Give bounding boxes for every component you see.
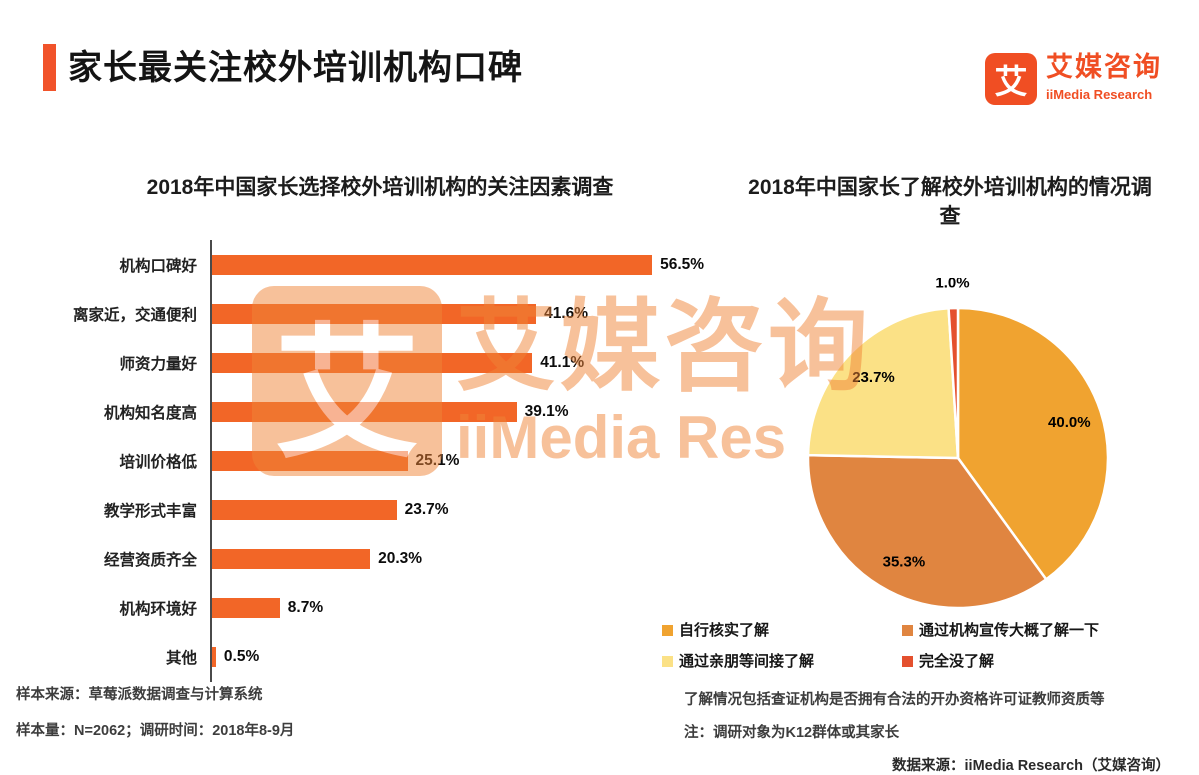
bar-track: 8.7% (210, 583, 710, 633)
bar-row: 离家近，交通便利 41.6% (30, 289, 710, 339)
bar-category-label: 离家近，交通便利 (72, 306, 197, 324)
bar-track: 39.1% (210, 387, 710, 437)
pie-slice (806, 306, 960, 460)
iimedia-logo: 艾 艾媒咨询 iiMedia Research (985, 52, 1162, 105)
legend-swatch (902, 625, 913, 636)
bar-row: 机构口碑好 56.5% (30, 240, 710, 290)
legend-label: 通过机构宣传大概了解一下 (919, 622, 1100, 639)
logo-brand-cn: 艾媒咨询 (1046, 52, 1162, 82)
pie-slice (806, 453, 1048, 610)
footnotes-left: 样本来源：草莓派数据调查与计算系统 样本量：N=2062；调研时间：2018年8… (16, 683, 294, 755)
bar-row: 机构知名度高 39.1% (30, 387, 710, 437)
bar-track: 41.6% (210, 289, 710, 339)
bar-value-label: 8.7% (287, 599, 324, 617)
bar-track: 41.1% (210, 338, 710, 388)
sample-source-note: 样本来源：草莓派数据调查与计算系统 (16, 687, 263, 703)
legend-item: 通过机构宣传大概了解一下 (902, 622, 1174, 640)
survey-detail-note: 了解情况包括查证机构是否拥有合法的开办资格许可证教师资质等 (684, 692, 1105, 708)
bar (212, 401, 517, 422)
bar-value-label: 20.3% (378, 550, 423, 568)
bar-value-label: 25.1% (415, 451, 460, 469)
footnotes-right: 了解情况包括查证机构是否拥有合法的开办资格许可证教师资质等 注：调研对象为K12… (684, 688, 1170, 775)
bar-track: 56.5% (210, 240, 710, 290)
pie-slice (947, 306, 960, 459)
bar-track: 23.7% (210, 485, 710, 535)
page-title: 家长最关注校外培训机构口碑 (68, 49, 523, 87)
bar (212, 303, 537, 324)
legend-item: 自行核实了解 (662, 622, 902, 640)
bar (212, 549, 371, 570)
pie-value-label: 40.0% (1048, 414, 1091, 431)
legend-swatch (902, 656, 913, 667)
bar (212, 450, 408, 471)
bar-row: 其他 0.5% (30, 632, 710, 682)
legend-swatch (662, 625, 673, 636)
legend-label: 自行核实了解 (679, 622, 770, 639)
pie-slice (956, 306, 1110, 582)
data-source-note: 数据来源：iiMedia Research（艾媒咨询） (892, 758, 1170, 774)
legend-label: 完全没了解 (919, 653, 995, 670)
bar-category-label: 培训价格低 (119, 453, 197, 471)
bar-category-label: 经营资质齐全 (103, 552, 197, 570)
bar (212, 647, 216, 668)
pie-svg: 40.0% 35.3% 23.7% 1.0% (806, 278, 1110, 610)
bar-category-label: 机构环境好 (119, 601, 197, 619)
title-accent-bar (43, 44, 56, 91)
iimedia-logo-icon: 艾 (985, 53, 1037, 105)
bar-category-label: 教学形式丰富 (103, 503, 197, 521)
bar-rows: 机构口碑好 56.5% 离家近，交通便利 41.6% 师资力量好 41.1% 机构知名度高 3… (30, 240, 710, 682)
bar-category-label: 师资力量好 (119, 355, 197, 373)
iimedia-logo-text: 艾媒咨询 iiMedia Research (1046, 52, 1162, 102)
bar-value-label: 39.1% (524, 402, 569, 420)
bar-value-label: 41.6% (544, 304, 589, 322)
pie-legend: 自行核实了解 通过机构宣传大概了解一下通过亲朋等间接了解 完全没了解 (662, 622, 1174, 671)
bar-category-label: 其他 (165, 650, 197, 668)
bar-chart-title: 2018年中国家长选择校外培训机构的关注因素调查 (146, 176, 614, 199)
bar-value-label: 0.5% (223, 648, 260, 666)
bar-value-label: 56.5% (660, 255, 705, 273)
bar-row: 师资力量好 41.1% (30, 338, 710, 388)
bar-category-label: 机构口碑好 (119, 257, 197, 275)
bar (212, 598, 280, 619)
pie-value-label: 23.7% (852, 369, 895, 386)
bar-row: 机构环境好 8.7% (30, 583, 710, 633)
pie-value-label: 35.3% (883, 554, 926, 571)
bar-row: 教学形式丰富 23.7% (30, 485, 710, 535)
bar-track: 0.5% (210, 632, 710, 682)
bar-category-label: 机构知名度高 (103, 404, 197, 422)
bar-row: 培训价格低 25.1% (30, 436, 710, 486)
bar-track: 20.3% (210, 534, 710, 584)
bar (212, 352, 533, 373)
bar (212, 500, 397, 521)
bar-value-label: 41.1% (540, 353, 585, 371)
bar-track: 25.1% (210, 436, 710, 486)
legend-item: 完全没了解 (902, 653, 1174, 671)
bar-row: 经营资质齐全 20.3% (30, 534, 710, 584)
logo-brand-en: iiMedia Research (1046, 86, 1153, 102)
pie-chart-title: 2018年中国家长了解校外培训机构的情况调查 (748, 176, 1152, 228)
legend-label: 通过亲朋等间接了解 (679, 653, 815, 670)
bar-value-label: 23.7% (404, 501, 449, 519)
legend-item: 通过亲朋等间接了解 (662, 653, 902, 671)
bar (212, 254, 653, 275)
legend-swatch (662, 656, 673, 667)
survey-subject-note: 注：调研对象为K12群体或其家长 (684, 725, 900, 741)
sample-size-note: 样本量：N=2062；调研时间：2018年8-9月 (16, 723, 295, 739)
logo-mark-char: 艾 (994, 63, 1028, 100)
pie-value-label: 1.0% (935, 278, 969, 292)
